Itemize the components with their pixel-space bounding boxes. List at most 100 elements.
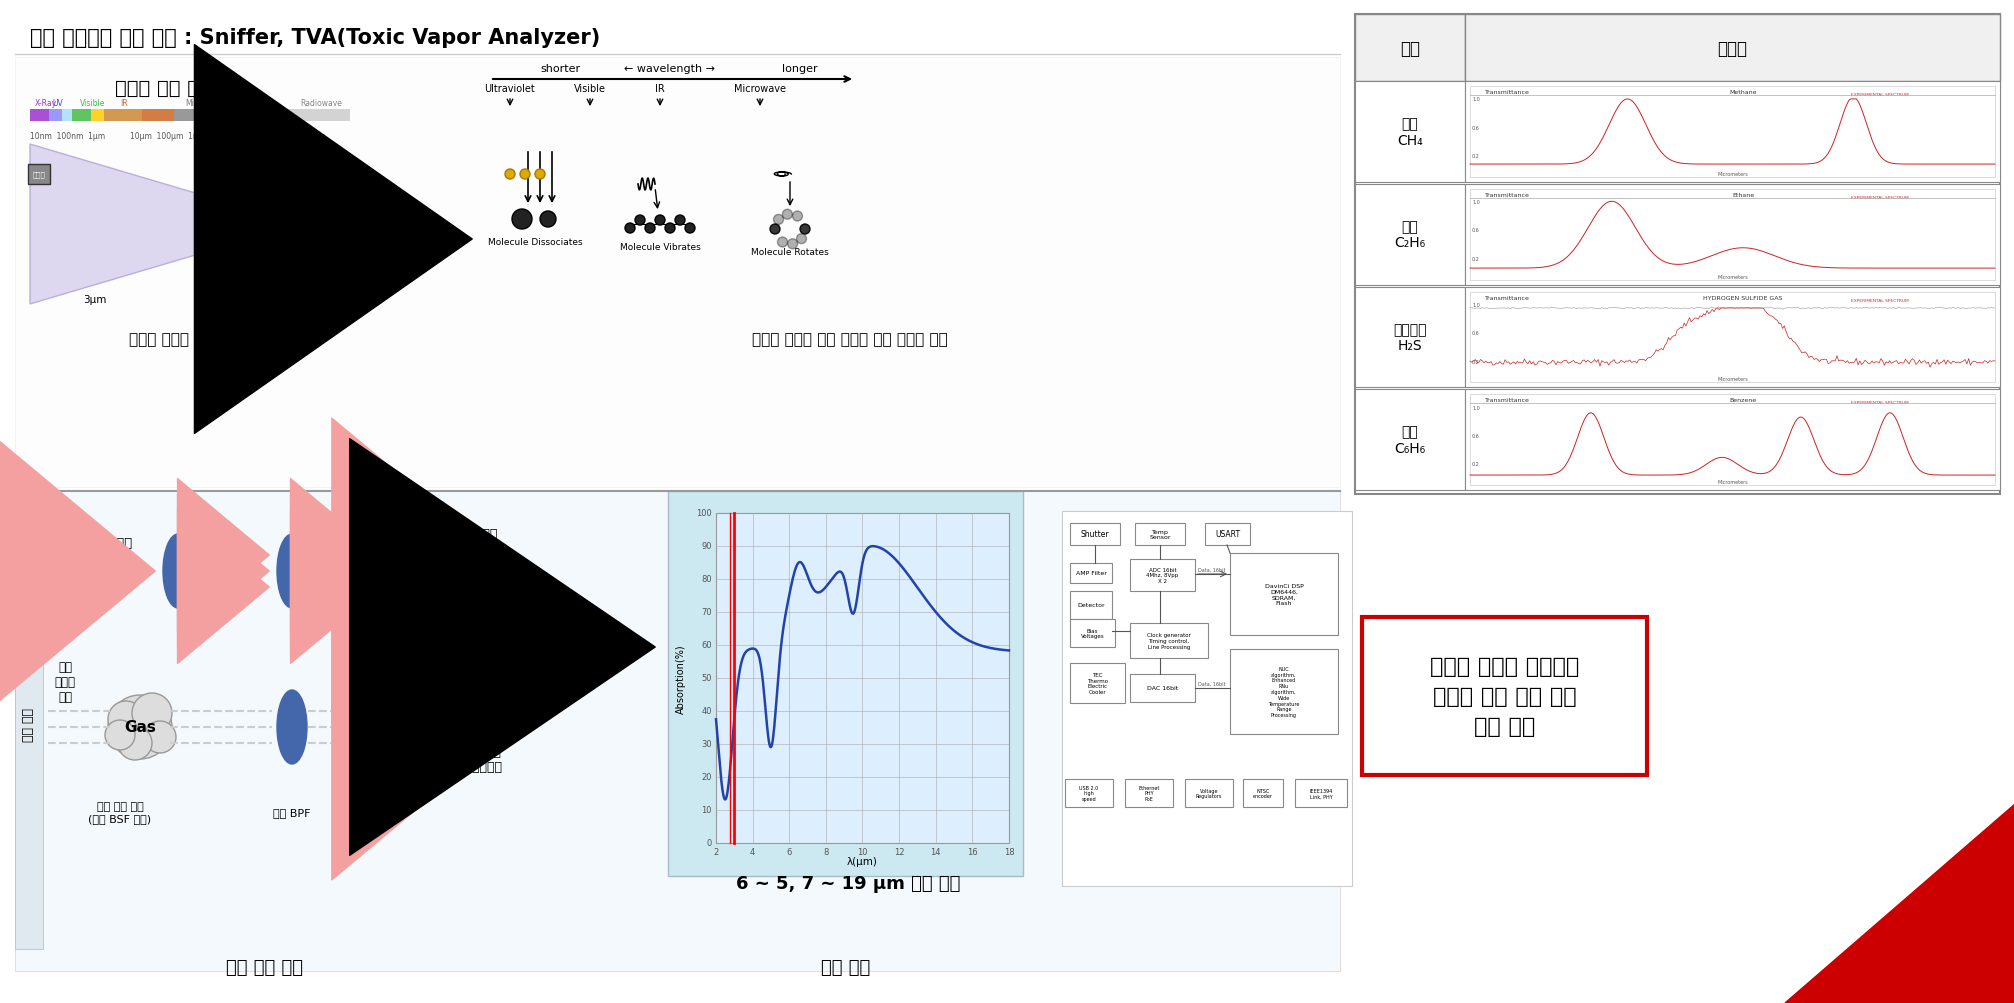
Circle shape bbox=[665, 224, 675, 234]
FancyBboxPatch shape bbox=[1353, 15, 1464, 82]
Text: Micrometers: Micrometers bbox=[1716, 479, 1746, 484]
FancyBboxPatch shape bbox=[1134, 524, 1184, 546]
FancyBboxPatch shape bbox=[1069, 592, 1112, 620]
Text: 적외선 열화상 카메라: 적외선 열화상 카메라 bbox=[129, 332, 222, 347]
Text: NTSC
encoder: NTSC encoder bbox=[1253, 787, 1273, 798]
Text: 탐지기: 탐지기 bbox=[32, 172, 46, 179]
Text: ADC 16bit
4Mhz, 8Vpp
X 2: ADC 16bit 4Mhz, 8Vpp X 2 bbox=[1146, 567, 1178, 584]
Text: 40: 40 bbox=[701, 707, 711, 716]
FancyBboxPatch shape bbox=[1353, 82, 1464, 183]
Text: 0.2: 0.2 bbox=[1472, 461, 1478, 466]
Text: 가스 검출: 가스 검출 bbox=[820, 958, 870, 976]
Circle shape bbox=[685, 224, 695, 234]
FancyBboxPatch shape bbox=[173, 110, 238, 122]
Text: longer: longer bbox=[781, 64, 818, 74]
Text: 열화상 카메라
(적외선): 열화상 카메라 (적외선) bbox=[324, 230, 356, 250]
Text: EXPERIMENTAL SPECTRUM: EXPERIMENTAL SPECTRUM bbox=[1849, 298, 1907, 302]
Circle shape bbox=[536, 170, 544, 180]
FancyBboxPatch shape bbox=[1464, 390, 2000, 490]
Text: EXPERIMENTAL SPECTRUM: EXPERIMENTAL SPECTRUM bbox=[1849, 401, 1907, 405]
Text: 30: 30 bbox=[701, 740, 711, 749]
Text: 0.6: 0.6 bbox=[1472, 229, 1478, 234]
FancyBboxPatch shape bbox=[1069, 663, 1124, 703]
Circle shape bbox=[109, 701, 143, 737]
Text: 8: 8 bbox=[824, 848, 828, 857]
FancyBboxPatch shape bbox=[715, 514, 1009, 844]
Text: 20: 20 bbox=[701, 772, 711, 781]
Text: HYDROGEN SULFIDE GAS: HYDROGEN SULFIDE GAS bbox=[1702, 295, 1782, 300]
FancyBboxPatch shape bbox=[1361, 618, 1645, 775]
Text: Micrometers: Micrometers bbox=[1716, 377, 1746, 382]
Ellipse shape bbox=[276, 535, 306, 609]
FancyBboxPatch shape bbox=[1130, 624, 1208, 658]
FancyBboxPatch shape bbox=[141, 110, 173, 122]
Text: Molecule Dissociates: Molecule Dissociates bbox=[487, 238, 582, 247]
Text: Visible: Visible bbox=[574, 84, 606, 94]
Polygon shape bbox=[30, 144, 300, 305]
Text: Benzene: Benzene bbox=[1728, 398, 1756, 403]
Text: Data, 16bit: Data, 16bit bbox=[1198, 567, 1225, 572]
FancyBboxPatch shape bbox=[73, 110, 91, 122]
Text: 0.2: 0.2 bbox=[1472, 359, 1478, 364]
FancyBboxPatch shape bbox=[14, 499, 42, 949]
Circle shape bbox=[792, 212, 802, 222]
Text: 1.0: 1.0 bbox=[1472, 200, 1478, 205]
Text: 신호 검출
열화상카메라: 신호 검출 열화상카메라 bbox=[457, 528, 501, 556]
Text: 모든 적외선 파장: 모든 적외선 파장 bbox=[66, 537, 133, 550]
Ellipse shape bbox=[163, 535, 193, 609]
FancyBboxPatch shape bbox=[30, 110, 48, 122]
Text: 가스: 가스 bbox=[1400, 39, 1420, 57]
Text: 10: 10 bbox=[701, 805, 711, 814]
Circle shape bbox=[777, 238, 787, 248]
Text: 6: 6 bbox=[785, 848, 792, 857]
Text: 적외선 열화상 카메라를
이용한 연소 가스 측정
방안 제시: 적외선 열화상 카메라를 이용한 연소 가스 측정 방안 제시 bbox=[1430, 657, 1579, 736]
FancyBboxPatch shape bbox=[1229, 554, 1337, 635]
Circle shape bbox=[512, 210, 532, 230]
Text: 벤젠
C₆H₆: 벤젠 C₆H₆ bbox=[1394, 425, 1424, 455]
Text: 0.6: 0.6 bbox=[1472, 331, 1478, 336]
Text: EXPERIMENTAL SPECTRUM: EXPERIMENTAL SPECTRUM bbox=[1849, 93, 1907, 97]
FancyBboxPatch shape bbox=[669, 491, 1023, 877]
Text: 기존 유해가스 검출 기술 : Sniffer, TVA(Toxic Vapor Analyzer): 기존 유해가스 검출 기술 : Sniffer, TVA(Toxic Vapor… bbox=[30, 28, 600, 48]
Text: 80: 80 bbox=[701, 575, 711, 584]
Text: 메탄
CH₄: 메탄 CH₄ bbox=[1396, 117, 1422, 147]
Text: Visible: Visible bbox=[81, 99, 105, 108]
FancyBboxPatch shape bbox=[1069, 564, 1112, 584]
Text: 6 ~ 5, 7 ~ 19 μm 영역 검출: 6 ~ 5, 7 ~ 19 μm 영역 검출 bbox=[735, 875, 959, 892]
Text: 적외선 분광 스펙트럼: 적외선 분광 스펙트럼 bbox=[115, 78, 234, 97]
FancyBboxPatch shape bbox=[1353, 287, 1464, 388]
Text: 10μm  100μm  1mm: 10μm 100μm 1mm bbox=[131, 131, 207, 140]
FancyBboxPatch shape bbox=[385, 532, 439, 612]
FancyBboxPatch shape bbox=[1470, 190, 1994, 281]
FancyBboxPatch shape bbox=[1130, 560, 1194, 592]
Circle shape bbox=[787, 240, 798, 250]
Circle shape bbox=[675, 216, 685, 226]
Text: Micrometers: Micrometers bbox=[1716, 275, 1746, 280]
Circle shape bbox=[634, 216, 644, 226]
Circle shape bbox=[119, 726, 151, 760]
Text: Bias
Voltages: Bias Voltages bbox=[1080, 628, 1104, 639]
Text: NUC
algorithm,
Enhanced
RNu
algorithm,
Wide
Temperature
Range
Processing: NUC algorithm, Enhanced RNu algorithm, W… bbox=[1267, 666, 1299, 717]
Text: 10mm  100mm  1m: 10mm 100mm 1m bbox=[250, 131, 324, 140]
Circle shape bbox=[644, 224, 655, 234]
Text: IR: IR bbox=[121, 99, 127, 108]
Text: Detector: Detector bbox=[1077, 603, 1104, 608]
Text: 0.2: 0.2 bbox=[1472, 153, 1478, 158]
Circle shape bbox=[105, 720, 135, 750]
Text: 집광렌즈
파수렌즈: 집광렌즈 파수렌즈 bbox=[282, 150, 298, 164]
Circle shape bbox=[624, 224, 634, 234]
FancyBboxPatch shape bbox=[1069, 620, 1114, 647]
Circle shape bbox=[773, 216, 783, 225]
FancyBboxPatch shape bbox=[1243, 779, 1283, 807]
Circle shape bbox=[133, 693, 171, 733]
FancyBboxPatch shape bbox=[62, 110, 73, 122]
FancyBboxPatch shape bbox=[1069, 524, 1120, 546]
Text: 3μm: 3μm bbox=[83, 295, 107, 305]
FancyBboxPatch shape bbox=[1353, 185, 1464, 286]
FancyBboxPatch shape bbox=[1464, 15, 2000, 82]
Text: 투과율: 투과율 bbox=[1716, 39, 1746, 57]
Text: TEC
Thermo
Electric
Cooler: TEC Thermo Electric Cooler bbox=[1086, 672, 1108, 694]
FancyBboxPatch shape bbox=[1470, 292, 1994, 383]
Circle shape bbox=[520, 170, 530, 180]
Text: 광학 BPF: 광학 BPF bbox=[274, 807, 310, 817]
